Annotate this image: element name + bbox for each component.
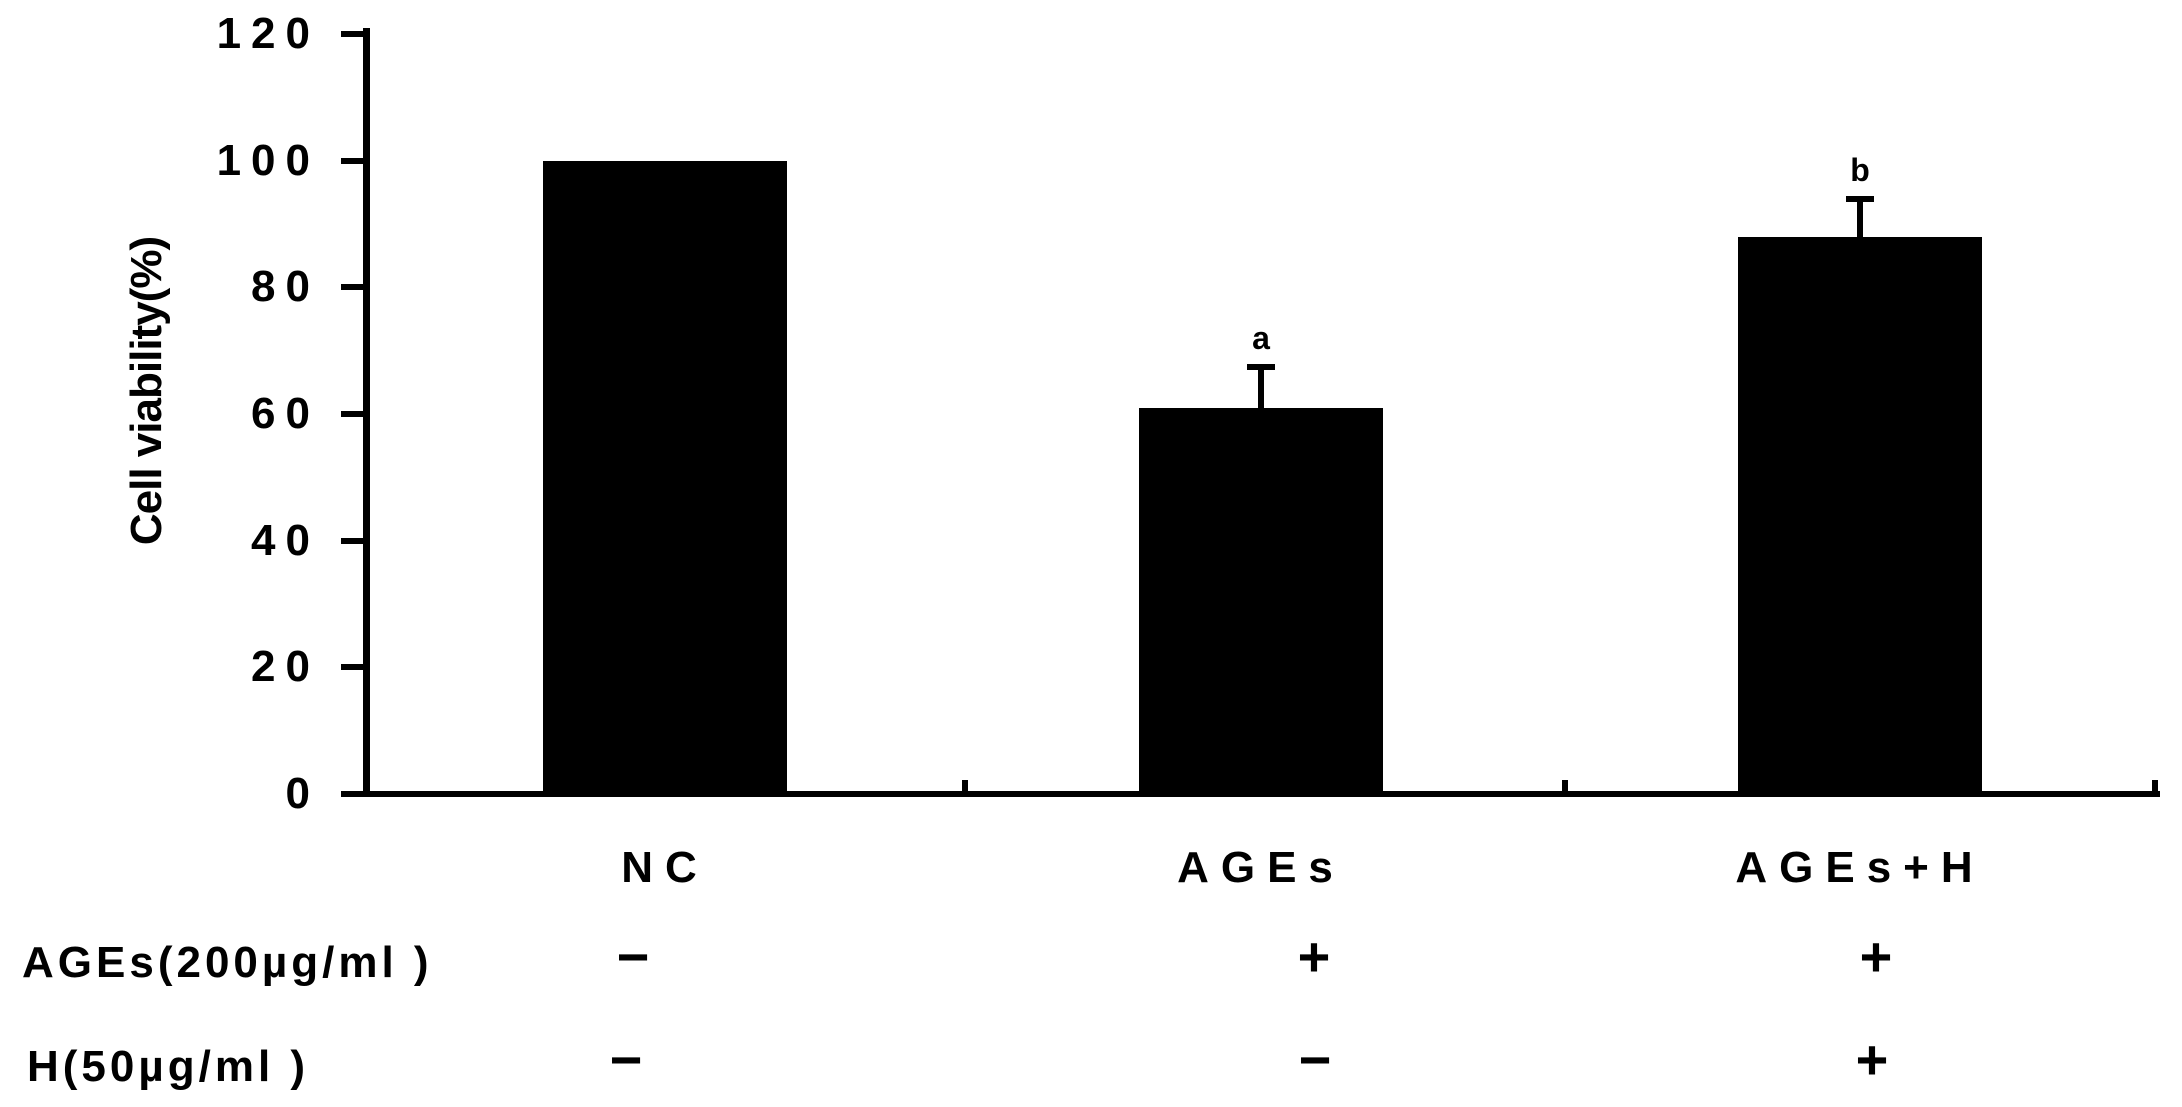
y-tick-label: 40 (251, 515, 320, 565)
y-tick-mark (341, 284, 367, 291)
y-tick-mark (341, 664, 367, 671)
y-tick-mark (341, 537, 367, 544)
y-tick-label: 120 (216, 9, 320, 58)
condition-cell-0-1: + (1297, 925, 1331, 988)
bar-ages (1139, 407, 1383, 797)
x-category-label-nc: NC (621, 843, 709, 892)
y-tick-mark (341, 791, 367, 797)
y-tick-label: 100 (216, 135, 320, 185)
condition-cell-0-0: − (616, 925, 650, 988)
x-axis-tick (2152, 780, 2158, 797)
condition-row-label-1: H(50µg/ml ) (27, 1042, 310, 1091)
sig-label-ages: a (1252, 319, 1270, 356)
error-bar-cap-ages (1247, 363, 1275, 370)
x-axis-tick (962, 780, 968, 797)
bar-nc (543, 160, 787, 797)
y-tick-label: 60 (251, 389, 320, 438)
y-tick-label: 80 (251, 262, 320, 312)
y-tick-mark (341, 411, 367, 417)
sig-label-ages-h: b (1850, 151, 1870, 188)
x-category-label-ages-h: AGEs+H (1735, 843, 1985, 892)
x-category-label-ages: AGEs (1177, 843, 1345, 892)
error-bar-whisker-ages (1258, 366, 1264, 408)
bar-ages-h (1738, 236, 1982, 797)
y-tick-mark (341, 31, 367, 37)
condition-cell-1-0: − (609, 1028, 643, 1091)
x-axis-tick (1562, 780, 1568, 797)
error-bar-cap-ages-h (1846, 195, 1874, 202)
condition-row-label-0: AGEs(200µg/ml ) (22, 938, 433, 987)
condition-cell-1-1: − (1298, 1028, 1332, 1091)
condition-cell-1-2: + (1855, 1028, 1889, 1091)
y-tick-mark (341, 157, 367, 164)
condition-cell-0-2: + (1859, 925, 1893, 988)
y-tick-label: 0 (285, 769, 320, 818)
error-bar-whisker-ages-h (1857, 198, 1863, 237)
y-tick-label: 20 (251, 642, 320, 692)
